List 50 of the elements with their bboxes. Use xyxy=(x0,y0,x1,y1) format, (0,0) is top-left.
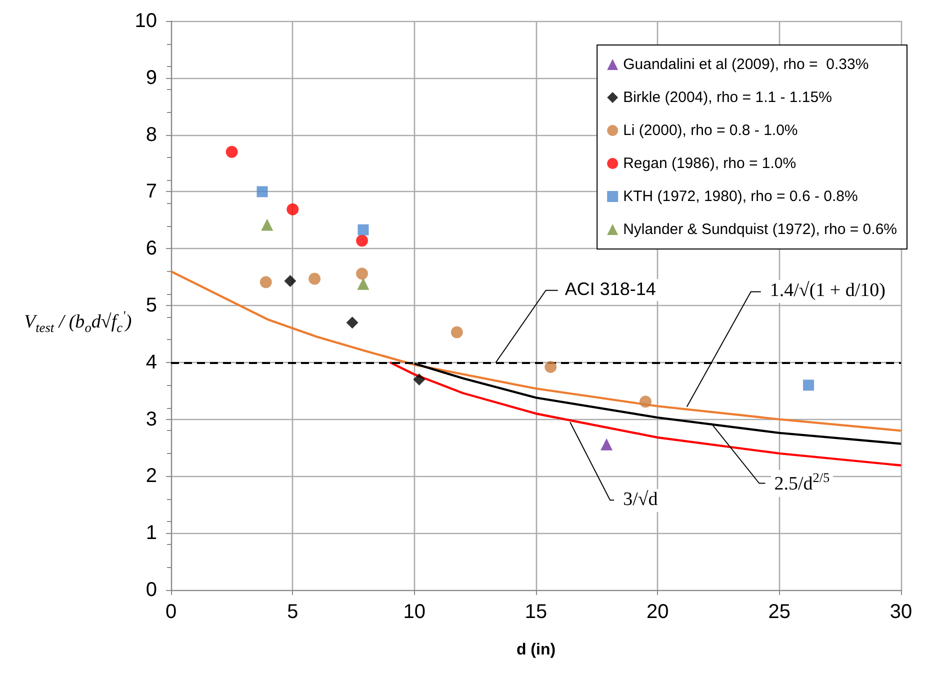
legend-label: KTH (1972, 1980), rho = 0.6 - 0.8% xyxy=(623,188,858,205)
x-tick-label: 25 xyxy=(768,601,790,623)
annotation: 1.4/√(1 + d/10) xyxy=(766,280,888,304)
legend-label: Regan (1986), rho = 1.0% xyxy=(623,155,796,172)
y-axis-title: V$_{test}$ / (b$_{o}$d√f$_{c}$$^{'}$) xyxy=(21,308,135,337)
x-tick-label: 30 xyxy=(890,601,912,623)
y-tick-label: 3 xyxy=(146,408,157,430)
point xyxy=(346,316,358,329)
y-tick-label: 10 xyxy=(134,10,157,32)
x-tick-label: 20 xyxy=(646,601,669,623)
y-tick-label: 2 xyxy=(146,465,157,488)
legend-label: Li (2000), rho = 0.8 - 1.0% xyxy=(623,122,798,139)
point xyxy=(544,360,557,373)
y-tick-label: 1 xyxy=(146,522,157,544)
x-tick-label: 0 xyxy=(165,601,177,623)
y-tick-label: 9 xyxy=(146,66,157,89)
legend-label: Nylander & Sundquist (1972), rho = 0.6% xyxy=(623,221,898,238)
point xyxy=(308,272,321,285)
point xyxy=(286,203,299,216)
y-tick-label: 7 xyxy=(146,180,157,203)
x-tick-label: 10 xyxy=(403,601,426,623)
y-tick-label: 0 xyxy=(146,579,157,601)
ref-line-label: ACI 318-14 xyxy=(562,279,659,302)
annotation: 3/√d xyxy=(620,488,661,512)
point xyxy=(356,234,368,247)
line-series xyxy=(388,361,902,466)
point xyxy=(260,276,272,288)
x-tick-label: 15 xyxy=(524,601,548,623)
line-series xyxy=(170,270,902,432)
x-axis-title: d (in) xyxy=(516,642,556,658)
x-tick-label: 5 xyxy=(287,601,298,623)
legend-label: Guandalini et al (2009), rho = 0.33% xyxy=(623,56,869,73)
point xyxy=(261,218,274,231)
y-tick-label: 4 xyxy=(146,351,157,374)
point xyxy=(356,268,368,280)
annotation: 2.5/d$^{2/5}$ xyxy=(771,470,833,496)
point xyxy=(284,275,296,288)
y-tick-label: 6 xyxy=(146,238,157,260)
y-tick-label: 8 xyxy=(146,124,157,146)
point xyxy=(413,373,426,386)
point xyxy=(256,186,268,198)
point xyxy=(357,278,370,290)
point xyxy=(450,326,463,338)
point xyxy=(803,380,814,391)
point xyxy=(640,396,652,408)
point xyxy=(600,438,613,450)
y-tick-label: 5 xyxy=(146,294,157,316)
legend-label: Birkle (2004), rho = 1.1 - 1.15% xyxy=(623,89,832,106)
point xyxy=(358,224,369,236)
point xyxy=(226,146,238,158)
